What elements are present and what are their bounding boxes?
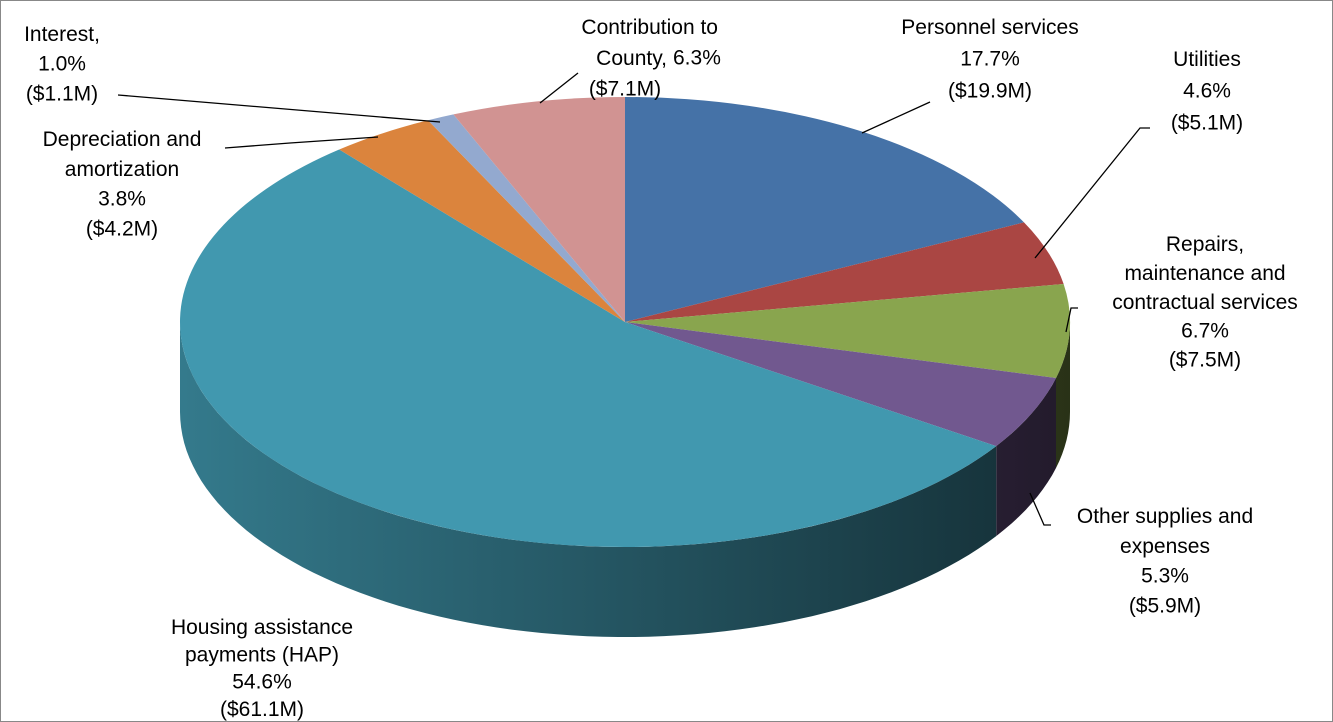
category-line: Interest, <box>24 23 100 46</box>
category-line: Utilities <box>1173 48 1241 71</box>
percent-label: 3.8% <box>98 188 146 211</box>
amount-label: ($7.5M) <box>1169 349 1241 372</box>
category-label: Other supplies and expenses <box>1077 505 1253 558</box>
category-line: Other supplies and <box>1077 505 1253 528</box>
leader-line <box>1065 307 1078 333</box>
leader-line <box>1034 127 1150 259</box>
category-label: Interest, <box>24 23 100 46</box>
amount-label: ($5.1M) <box>1171 112 1243 135</box>
slice <box>625 97 1025 322</box>
leader-line <box>861 101 931 134</box>
percent-label: 5.3% <box>1141 565 1189 588</box>
category-label: Utilities <box>1173 48 1241 71</box>
percent-label: 1.0% <box>38 53 86 76</box>
category-line: contractual services <box>1112 291 1298 314</box>
slice <box>625 322 1057 447</box>
slice <box>339 120 625 322</box>
category-line: amortization <box>65 158 179 181</box>
percent-label: 6.3% <box>673 47 721 70</box>
category-label: Housing assistance payments (HAP) <box>171 616 353 667</box>
slice-side <box>996 378 1056 537</box>
amount-label: ($61.1M) <box>220 698 304 721</box>
slice <box>453 97 625 322</box>
leader-line <box>1029 492 1051 526</box>
category-line: Depreciation and <box>43 128 202 151</box>
leader-line <box>539 72 579 104</box>
leader-line <box>224 136 379 149</box>
slice <box>180 149 997 547</box>
amount-label: ($19.9M) <box>948 80 1032 103</box>
category-line: Housing assistance <box>171 616 353 639</box>
slice <box>625 222 1064 322</box>
leader-line <box>117 94 441 123</box>
percent-label: 6.7% <box>1181 320 1229 343</box>
category-label: Personnel services <box>901 16 1078 39</box>
category-line: Contribution to <box>581 16 718 39</box>
slice <box>427 114 625 322</box>
amount-label: ($1.1M) <box>26 83 98 106</box>
category-line: expenses <box>1120 535 1210 558</box>
amount-label: ($4.2M) <box>86 218 158 241</box>
category-label: Depreciation and amortization <box>43 128 202 181</box>
category-line: maintenance and <box>1124 262 1285 285</box>
category-line: Repairs, <box>1166 233 1244 256</box>
slice-side <box>180 322 997 637</box>
percent-label: 17.7% <box>960 48 1020 71</box>
category-line: payments (HAP) <box>185 643 339 666</box>
category-line: County, <box>596 47 667 70</box>
category-label: Contribution to County, <box>581 16 718 70</box>
percent-label: 54.6% <box>232 671 292 694</box>
slice-side <box>1056 322 1070 468</box>
category-line: Personnel services <box>901 16 1078 39</box>
category-label: Repairs, maintenance and contractual servi… <box>1112 233 1298 314</box>
amount-label: ($5.9M) <box>1129 595 1201 618</box>
amount-label: ($7.1M) <box>589 78 661 101</box>
slice <box>625 284 1070 378</box>
percent-label: 4.6% <box>1183 80 1231 103</box>
